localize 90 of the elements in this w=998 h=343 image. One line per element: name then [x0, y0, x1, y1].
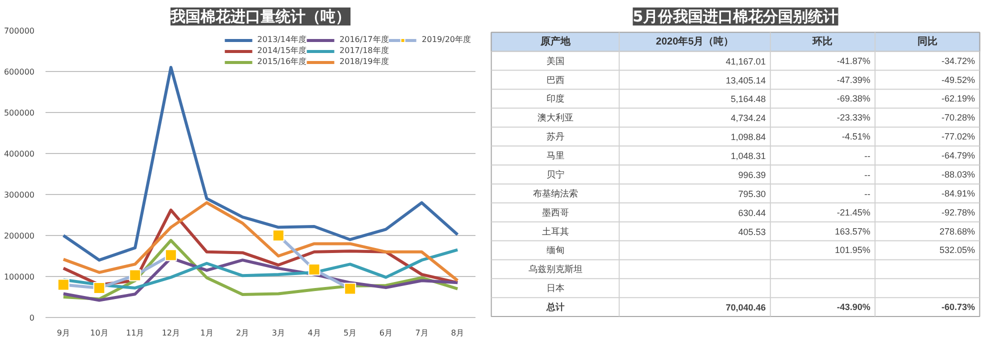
- text: 1,098.84: [730, 132, 766, 142]
- point: [164, 249, 177, 262]
- text: -34.72%: [942, 56, 976, 66]
- category-label: 布基纳法索: [532, 188, 578, 198]
- category-label: 缅甸: [546, 245, 564, 256]
- category-label: 日本: [546, 283, 564, 294]
- text: 532.05%: [940, 245, 976, 256]
- category-label: 乌兹别克斯坦: [528, 264, 582, 274]
- text: 996.39: [738, 170, 766, 180]
- x-tick-label: 12月: [162, 328, 180, 338]
- y-tick-label: 200000: [4, 232, 35, 240]
- text: 163.57%: [834, 226, 870, 236]
- x-tick-label: 6月: [379, 328, 392, 338]
- text: -92.78%: [942, 207, 976, 218]
- text: -47.39%: [836, 74, 870, 85]
- category-label: 2020年5月（吨）: [656, 35, 734, 48]
- x-tick-label: 3月: [272, 328, 285, 338]
- category-label: 印度: [546, 94, 564, 104]
- legend-label: 2015/16年度: [257, 56, 307, 67]
- text: --: [864, 170, 870, 180]
- category-label: 美国: [546, 56, 564, 66]
- text: --: [864, 188, 870, 199]
- text: 101.95%: [834, 245, 870, 256]
- legend-label: 2019/20年度: [422, 34, 471, 45]
- y-tick-label: 0: [29, 314, 35, 322]
- x-tick-label: 4月: [308, 328, 321, 338]
- x-tick-label: 9月: [56, 328, 70, 338]
- text: 5月份我国进口棉花分国别统计: [632, 8, 838, 26]
- category-label: 同比: [917, 35, 938, 48]
- y-tick-label: 100000: [4, 272, 35, 282]
- category-label: 原产地: [539, 35, 572, 48]
- y-tick-label: 600000: [4, 68, 35, 76]
- x-tick-label: 2月: [236, 328, 250, 338]
- text: 405.53: [738, 226, 766, 237]
- point: [93, 282, 106, 294]
- text: -88.03%: [942, 169, 976, 180]
- x-tick-label: 1月: [200, 328, 214, 338]
- text: -84.91%: [942, 188, 976, 198]
- x-tick-label: 11月: [126, 328, 144, 338]
- text: -77.02%: [942, 132, 976, 142]
- legend-label: 2013/14年度: [257, 34, 307, 45]
- y-tick-label: 700000: [4, 26, 35, 36]
- category-label: 土耳其: [542, 226, 569, 236]
- legend-label: 2014/15年度: [257, 45, 307, 56]
- point: [57, 278, 70, 291]
- text: -21.45%: [836, 207, 870, 218]
- legend-label: 2018/19年度: [340, 56, 389, 67]
- category-label: 巴西: [546, 74, 564, 85]
- text: 795.30: [738, 188, 766, 199]
- category-label: 环比: [812, 35, 833, 48]
- x-tick-label: 10月: [90, 328, 108, 338]
- legend-label: 2017/18年度: [340, 45, 389, 56]
- text: -23.33%: [836, 112, 870, 123]
- text: -49.52%: [942, 74, 976, 85]
- point: [344, 282, 356, 295]
- text: -70.28%: [942, 112, 976, 123]
- text: 1,048.31: [730, 151, 766, 162]
- x-tick-label: 7月: [415, 328, 428, 338]
- category-label: 总计: [546, 302, 564, 312]
- text: 70,040.46: [726, 302, 766, 313]
- text: 278.68%: [940, 226, 976, 236]
- category-label: 墨西哥: [542, 207, 569, 218]
- chart-title: 我国棉花进口量统计（吨）: [170, 8, 350, 26]
- text: 4,734.24: [730, 113, 766, 124]
- y-tick-label: 500000: [4, 108, 35, 118]
- text: -62.19%: [942, 94, 976, 104]
- line-series: [62, 66, 460, 262]
- text: -4.51%: [842, 132, 870, 142]
- point: [308, 264, 320, 276]
- y-tick-label: 400000: [4, 150, 35, 158]
- text: -41.87%: [836, 56, 870, 66]
- text: -60.73%: [942, 302, 976, 312]
- text: 41,167.01: [726, 56, 766, 66]
- category-label: 澳大利亚: [537, 112, 574, 123]
- text: 630.44: [738, 208, 766, 218]
- text: 5,164.48: [730, 94, 766, 104]
- x-tick-label: 8月: [451, 328, 464, 338]
- category-label: 马里: [546, 150, 564, 161]
- legend-label: 2016/17年度: [340, 34, 389, 45]
- text: -64.79%: [942, 150, 976, 161]
- text: --: [864, 151, 870, 162]
- category-label: 贝宁: [546, 169, 564, 180]
- y-tick-label: 300000: [4, 190, 35, 200]
- category-label: 苏丹: [546, 132, 564, 142]
- text: -69.38%: [836, 94, 870, 104]
- text: 13,405.14: [726, 75, 766, 86]
- point: [272, 230, 284, 242]
- point: [129, 269, 142, 282]
- x-tick-label: 5月: [344, 328, 357, 338]
- text: -43.90%: [836, 302, 870, 312]
